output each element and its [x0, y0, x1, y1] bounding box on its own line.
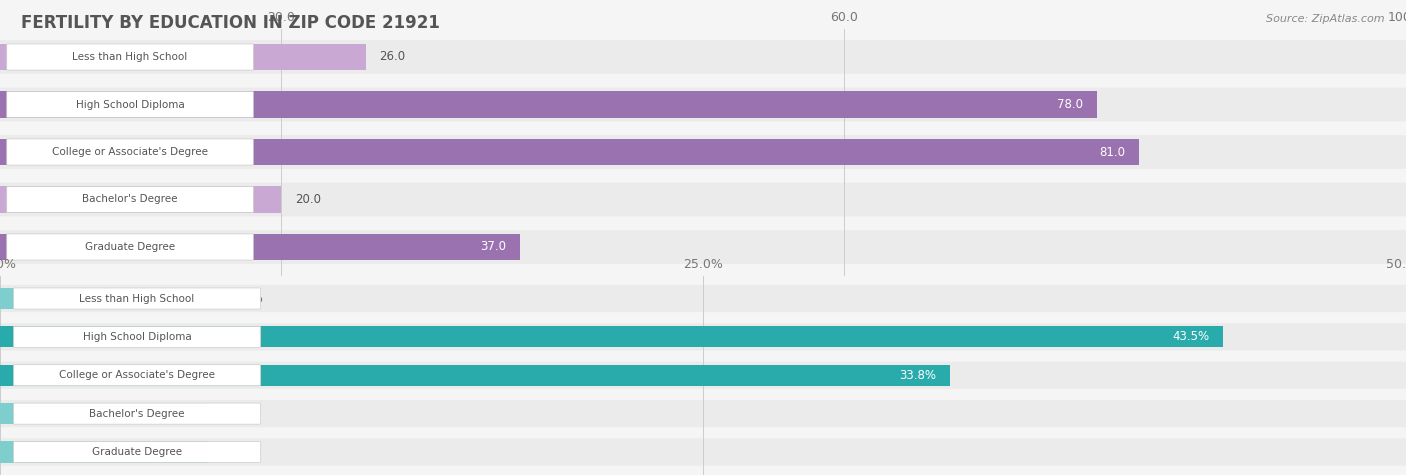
- FancyBboxPatch shape: [0, 361, 1406, 389]
- Text: College or Associate's Degree: College or Associate's Degree: [52, 147, 208, 157]
- FancyBboxPatch shape: [14, 326, 260, 347]
- Text: 7.4%: 7.4%: [222, 407, 252, 420]
- FancyBboxPatch shape: [0, 135, 1406, 169]
- Text: Graduate Degree: Graduate Degree: [84, 242, 176, 252]
- Text: FERTILITY BY EDUCATION IN ZIP CODE 21921: FERTILITY BY EDUCATION IN ZIP CODE 21921: [21, 14, 440, 32]
- FancyBboxPatch shape: [14, 403, 260, 424]
- FancyBboxPatch shape: [0, 40, 1406, 74]
- FancyBboxPatch shape: [0, 182, 1406, 217]
- FancyBboxPatch shape: [7, 91, 253, 118]
- Bar: [0, 365, 950, 386]
- Text: College or Associate's Degree: College or Associate's Degree: [59, 370, 215, 380]
- Text: 20.0: 20.0: [295, 193, 321, 206]
- Text: High School Diploma: High School Diploma: [83, 332, 191, 342]
- Text: Source: ZipAtlas.com: Source: ZipAtlas.com: [1267, 14, 1385, 24]
- Bar: [0, 234, 520, 260]
- Bar: [0, 44, 366, 70]
- Text: 7.4%: 7.4%: [222, 446, 252, 458]
- Bar: [0, 288, 219, 309]
- FancyBboxPatch shape: [14, 365, 260, 386]
- FancyBboxPatch shape: [0, 285, 1406, 312]
- Bar: [0, 441, 208, 463]
- Text: 81.0: 81.0: [1099, 145, 1125, 159]
- Bar: [0, 139, 1139, 165]
- FancyBboxPatch shape: [0, 438, 1406, 466]
- Text: Graduate Degree: Graduate Degree: [91, 447, 183, 457]
- Text: 78.0: 78.0: [1057, 98, 1083, 111]
- FancyBboxPatch shape: [0, 323, 1406, 351]
- FancyBboxPatch shape: [7, 234, 253, 260]
- Text: 26.0: 26.0: [380, 50, 406, 64]
- Text: 7.8%: 7.8%: [233, 292, 263, 305]
- FancyBboxPatch shape: [7, 186, 253, 213]
- Bar: [0, 186, 281, 213]
- FancyBboxPatch shape: [0, 87, 1406, 121]
- Text: Less than High School: Less than High School: [80, 294, 194, 304]
- Text: Less than High School: Less than High School: [73, 52, 187, 62]
- FancyBboxPatch shape: [7, 139, 253, 165]
- FancyBboxPatch shape: [14, 441, 260, 463]
- Bar: [0, 326, 1223, 347]
- Text: 37.0: 37.0: [481, 240, 506, 254]
- FancyBboxPatch shape: [7, 44, 253, 70]
- Text: High School Diploma: High School Diploma: [76, 99, 184, 110]
- Text: 33.8%: 33.8%: [900, 369, 936, 382]
- FancyBboxPatch shape: [0, 230, 1406, 264]
- Bar: [0, 403, 208, 424]
- FancyBboxPatch shape: [0, 400, 1406, 427]
- Text: 43.5%: 43.5%: [1173, 331, 1209, 343]
- FancyBboxPatch shape: [14, 288, 260, 309]
- Bar: [0, 91, 1097, 118]
- Text: Bachelor's Degree: Bachelor's Degree: [90, 408, 184, 418]
- Text: Bachelor's Degree: Bachelor's Degree: [83, 194, 177, 205]
